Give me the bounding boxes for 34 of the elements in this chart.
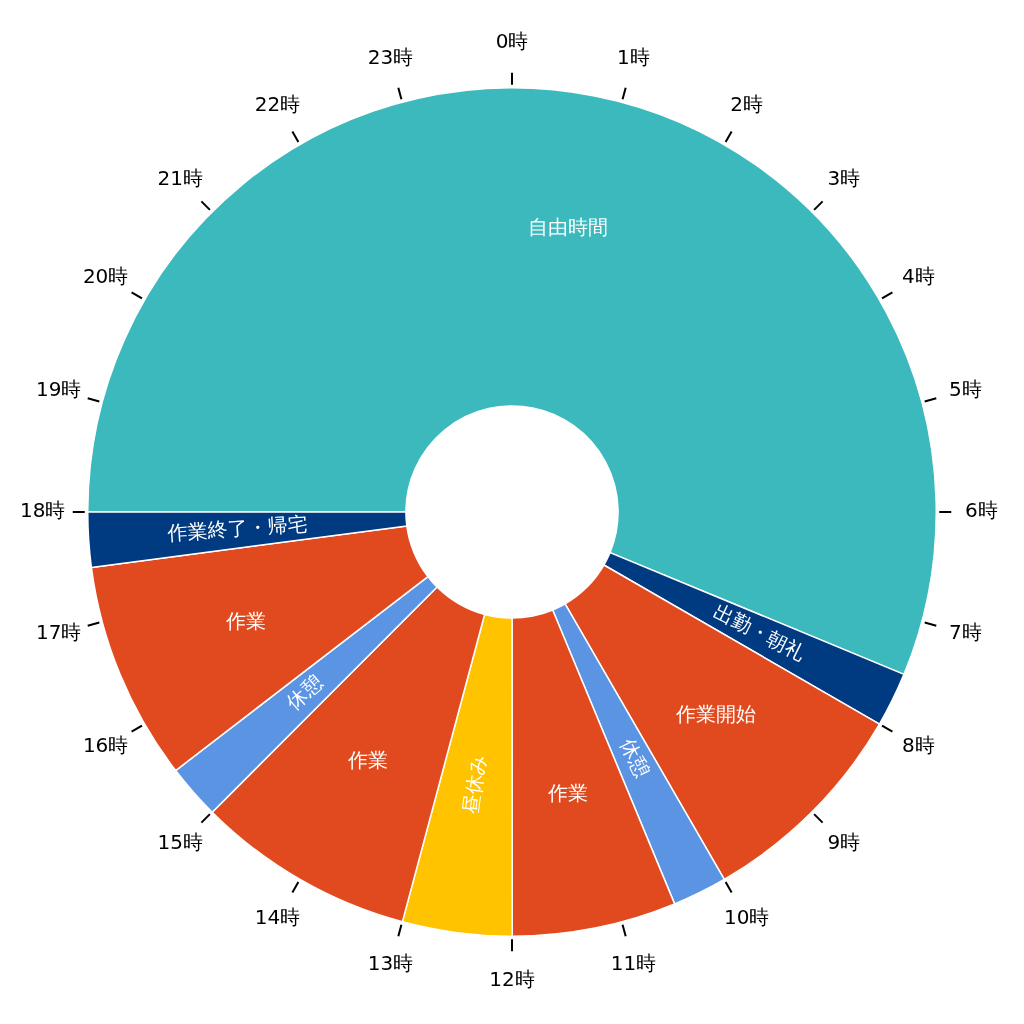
- text: 23時: [367, 44, 414, 69]
- text: 0時: [495, 28, 529, 53]
- slice-label: 休憩: [615, 734, 656, 782]
- slice-label: 作業: [224, 608, 266, 633]
- slice-label: 休憩: [281, 670, 328, 715]
- text: 22時: [254, 91, 301, 116]
- text: 3時: [827, 166, 861, 191]
- text: 17時: [36, 619, 82, 644]
- slice-label: 作業: [346, 748, 388, 773]
- text: 16時: [82, 732, 129, 757]
- slice-label: 作業開始: [675, 702, 757, 727]
- text: 10時: [723, 904, 770, 929]
- text: 6時: [964, 498, 998, 523]
- slice-label: 昼休み: [458, 753, 491, 816]
- text: 9時: [827, 830, 861, 855]
- slice-label: 作業: [547, 781, 589, 806]
- text: 11時: [610, 951, 657, 976]
- text: 19時: [36, 376, 82, 401]
- text: 15時: [157, 830, 203, 855]
- text: 4時: [902, 263, 935, 288]
- text: 20時: [82, 263, 129, 288]
- slice-label: 出勤・朝礼: [709, 599, 810, 665]
- text: 13時: [367, 951, 414, 976]
- text: 5時: [948, 376, 982, 401]
- text: 2時: [730, 91, 763, 116]
- text: 21時: [157, 166, 203, 191]
- slice-label: 作業終了・帰宅: [165, 511, 308, 545]
- text: 7時: [948, 619, 982, 644]
- text: 14時: [254, 904, 301, 929]
- text: 8時: [902, 732, 935, 757]
- text: 1時: [617, 44, 650, 69]
- text: 18時: [20, 498, 66, 523]
- slice-label: 自由時間: [528, 215, 609, 240]
- text: 12時: [489, 967, 535, 992]
